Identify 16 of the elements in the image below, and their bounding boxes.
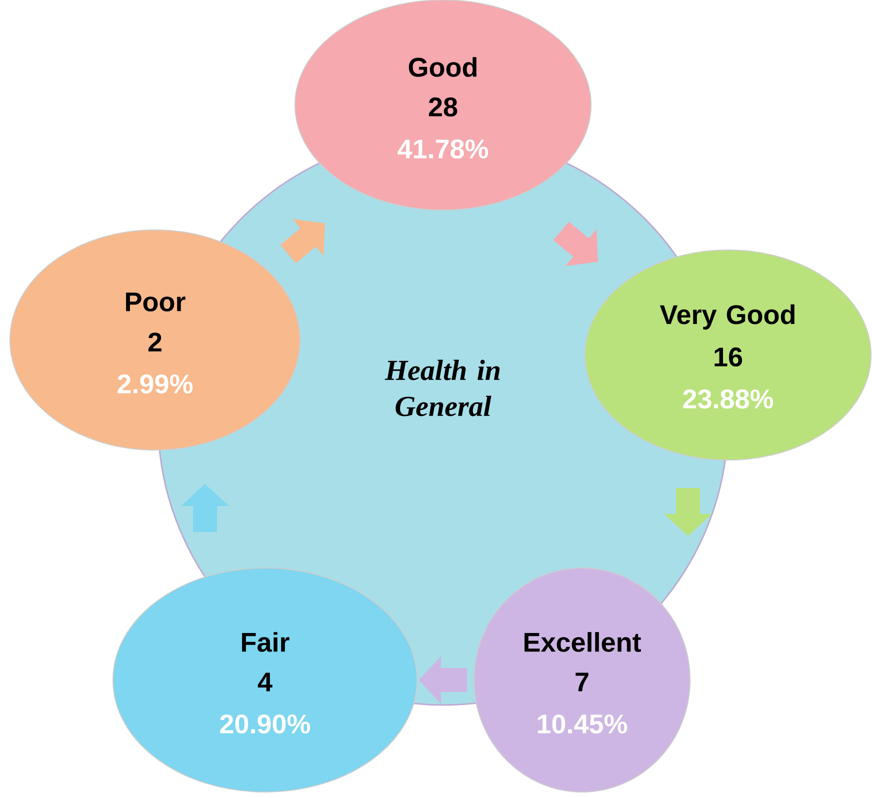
text: 41.78% <box>398 139 488 159</box>
category-label: Fair <box>242 632 290 652</box>
data-label: 4 <box>258 672 272 692</box>
category-label: Very Good <box>660 304 794 330</box>
text: 23.88% <box>683 389 774 409</box>
category-label: Excellent <box>524 632 641 652</box>
data-label: 2 <box>148 332 162 352</box>
text: 20.90% <box>220 714 310 734</box>
data-label: 16 <box>714 347 742 367</box>
text: Health in General <box>384 360 500 416</box>
text: 10.45% <box>538 714 628 734</box>
category-label: Good <box>408 57 476 77</box>
data-label: 28 <box>428 97 458 117</box>
category-label: Poor <box>126 292 186 312</box>
text: 2.99% <box>118 374 193 394</box>
data-label: 7 <box>576 672 588 692</box>
